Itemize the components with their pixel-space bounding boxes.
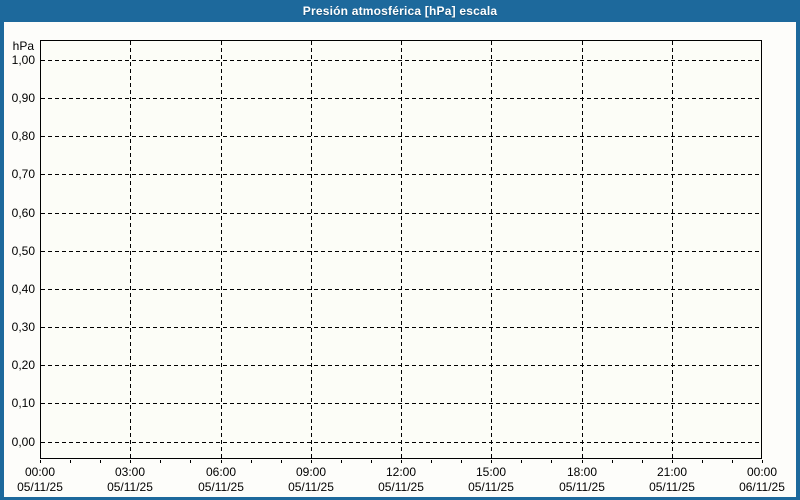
x-tick-time-label: 21:00 xyxy=(656,465,688,479)
x-tick-time-label: 18:00 xyxy=(566,465,598,479)
x-tick-time-label: 12:00 xyxy=(385,465,417,479)
y-tick-label: 1,00 xyxy=(11,53,35,67)
x-tick-time-label: 03:00 xyxy=(114,465,146,479)
y-axis-unit-label: hPa xyxy=(12,39,34,53)
x-tick-time-label: 09:00 xyxy=(295,465,327,479)
x-tick-time-label: 06:00 xyxy=(205,465,237,479)
x-tick-date-label: 05/11/25 xyxy=(649,480,695,494)
window-border-bottom xyxy=(0,497,800,500)
y-tick-label: 0,60 xyxy=(11,206,35,220)
y-tick-label: 0,00 xyxy=(11,435,35,449)
y-tick-label: 0,90 xyxy=(11,91,35,105)
x-tick-date-label: 05/11/25 xyxy=(198,480,244,494)
x-tick-time-label: 15:00 xyxy=(475,465,507,479)
x-tick-date-label: 05/11/25 xyxy=(378,480,424,494)
x-tick-date-label: 06/11/25 xyxy=(739,480,785,494)
x-tick-date-label: 05/11/25 xyxy=(559,480,605,494)
chart-title: Presión atmosférica [hPa] escala xyxy=(302,4,498,18)
y-tick-label: 0,20 xyxy=(11,358,35,372)
y-tick-label: 0,70 xyxy=(11,167,35,181)
x-tick-date-label: 05/11/25 xyxy=(288,480,334,494)
x-tick-date-label: 05/11/25 xyxy=(17,480,63,494)
y-tick-label: 0,50 xyxy=(11,244,35,258)
window-border-left xyxy=(0,22,4,500)
window-border-right xyxy=(796,22,800,500)
x-tick-time-label: 00:00 xyxy=(24,465,56,479)
y-tick-label: 0,10 xyxy=(11,396,35,410)
y-tick-label: 0,80 xyxy=(11,129,35,143)
title-bar: Presión atmosférica [hPa] escala xyxy=(0,0,800,22)
x-tick-date-label: 05/11/25 xyxy=(107,480,153,494)
x-tick-time-label: 00:00 xyxy=(746,465,778,479)
y-tick-label: 0,30 xyxy=(11,320,35,334)
y-tick-label: 0,40 xyxy=(11,282,35,296)
x-tick-date-label: 05/11/25 xyxy=(468,480,514,494)
